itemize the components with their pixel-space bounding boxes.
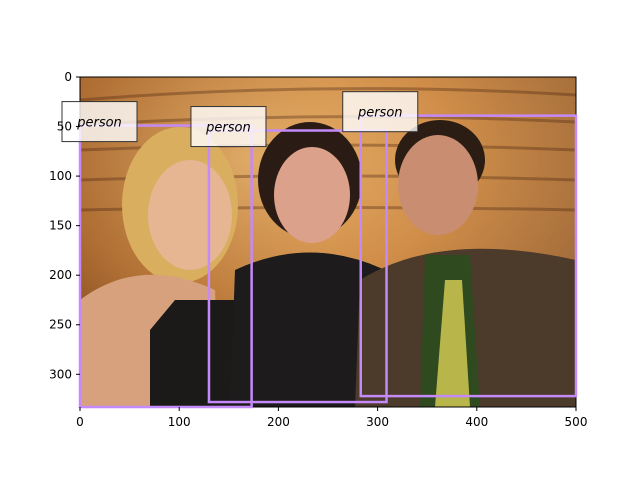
y-tick-label: 150 [49, 219, 72, 233]
detection-box [78, 124, 253, 409]
detection-label: person [76, 116, 122, 131]
y-tick-label: 100 [49, 169, 72, 183]
detections-layer: person person person [61, 91, 578, 409]
x-tick-label: 0 [76, 415, 84, 429]
x-axis: 0 100 200 300 400 500 [76, 407, 587, 429]
y-axis: 0 50 100 150 200 250 300 [49, 70, 80, 381]
detection-box [207, 129, 388, 404]
x-tick-label: 200 [267, 415, 290, 429]
x-tick-label: 300 [366, 415, 389, 429]
y-tick-label: 200 [49, 268, 72, 282]
y-tick-label: 300 [49, 367, 72, 381]
y-tick-label: 50 [57, 120, 72, 134]
detection-label: person [205, 121, 251, 136]
y-tick-label: 0 [64, 70, 72, 84]
person-middle [230, 122, 390, 407]
detection-label-box [342, 91, 419, 133]
detection-label: person [357, 106, 403, 121]
detection-box [359, 114, 578, 398]
detection-label-box [190, 106, 267, 148]
detection-label-box [61, 101, 138, 143]
x-tick-label: 500 [565, 415, 588, 429]
y-tick-label: 250 [49, 318, 72, 332]
x-tick-label: 100 [168, 415, 191, 429]
person-right [355, 120, 576, 407]
x-tick-label: 400 [465, 415, 488, 429]
